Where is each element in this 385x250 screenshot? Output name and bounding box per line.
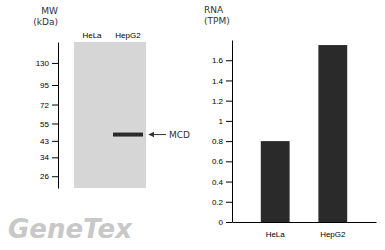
tick: 130 bbox=[36, 59, 58, 68]
tick-label: 95 bbox=[40, 81, 49, 90]
tick: HeLa bbox=[82, 31, 102, 40]
tick: 1.4 bbox=[212, 77, 232, 86]
tick-label: 55 bbox=[40, 120, 49, 129]
tick-label: 0 bbox=[219, 218, 224, 227]
tick: HepG2 bbox=[115, 31, 141, 40]
y-axis: 0 0.2 0.4 0.6 0.8 1 1.2 1.4 1.6 bbox=[212, 41, 233, 228]
x-axis: HeLa HepG2 bbox=[233, 223, 377, 239]
tick-mark bbox=[52, 176, 58, 177]
tick-mark bbox=[52, 123, 58, 124]
tick-mark bbox=[226, 121, 232, 122]
tick: 0.8 bbox=[212, 137, 232, 146]
tick-label: 1 bbox=[219, 117, 224, 126]
gel bbox=[74, 42, 146, 188]
tick-label: 0.4 bbox=[212, 178, 224, 187]
band bbox=[113, 133, 143, 137]
tick: 43 bbox=[40, 137, 58, 146]
tick: 55 bbox=[40, 120, 58, 129]
tick: 1.6 bbox=[212, 56, 232, 65]
tick-mark bbox=[226, 60, 232, 61]
blot-panel: 130 95 72 55 43 34 26 HeLa HepG2 MW(kDa) MCD bbox=[33, 6, 190, 189]
tick-mark bbox=[226, 222, 232, 223]
axis-line bbox=[58, 43, 59, 189]
tick: HeLa bbox=[266, 230, 286, 239]
tick: 95 bbox=[40, 81, 58, 90]
y-axis: 130 95 72 55 43 34 26 bbox=[36, 43, 59, 189]
category-label: HeLa bbox=[82, 31, 102, 40]
tick-mark bbox=[226, 161, 232, 162]
tick-mark bbox=[52, 105, 58, 106]
tick-mark bbox=[226, 141, 232, 142]
y-axis-title-line: RNA bbox=[204, 5, 224, 15]
bands bbox=[113, 133, 143, 137]
lane-axis: HeLa HepG2 bbox=[82, 31, 141, 40]
tick: 34 bbox=[40, 153, 58, 162]
tick-label: 130 bbox=[36, 59, 50, 68]
tick-label: 26 bbox=[40, 172, 49, 181]
bars bbox=[261, 45, 347, 222]
category-label: HepG2 bbox=[115, 31, 141, 40]
tick-mark bbox=[226, 182, 232, 183]
tick-label: 1.6 bbox=[212, 56, 224, 65]
tick-label: 43 bbox=[40, 137, 49, 146]
tick: 0 bbox=[219, 218, 232, 227]
tick-label: 72 bbox=[40, 101, 49, 110]
tick-mark bbox=[226, 202, 232, 203]
figure: 130 95 72 55 43 34 26 HeLa HepG2 MW(kDa) MCD GeneTe… bbox=[0, 0, 385, 250]
tick: 0.4 bbox=[212, 178, 232, 187]
axis-line bbox=[233, 222, 377, 223]
tick-mark bbox=[52, 141, 58, 142]
y-axis-title-line: (kDa) bbox=[33, 17, 58, 27]
bar-panel: 0 0.2 0.4 0.6 0.8 1 1.2 1.4 1.6 HeLa HepG2 RNA(TPM) bbox=[204, 5, 377, 239]
tick-label: 0.6 bbox=[212, 157, 224, 166]
y-axis-title-line: MW bbox=[41, 6, 58, 16]
tick: 0.2 bbox=[212, 198, 232, 207]
tick-mark bbox=[226, 101, 232, 102]
tick: 1.2 bbox=[212, 97, 232, 106]
annotation-arrow bbox=[149, 134, 166, 135]
tick-label: 34 bbox=[40, 153, 49, 162]
bar bbox=[318, 45, 347, 222]
y-axis-title: RNA(TPM) bbox=[204, 5, 230, 26]
tick-mark bbox=[52, 157, 58, 158]
category-label: HeLa bbox=[266, 230, 286, 239]
annotation: MCD bbox=[169, 130, 190, 140]
axis-line bbox=[232, 41, 233, 223]
tick: 72 bbox=[40, 101, 58, 110]
tick: 26 bbox=[40, 172, 58, 181]
tick-label: 0.2 bbox=[212, 198, 224, 207]
tick-mark bbox=[52, 85, 58, 86]
tick-label: 1.4 bbox=[212, 77, 224, 86]
tick: 0.6 bbox=[212, 157, 232, 166]
tick-mark bbox=[226, 80, 232, 81]
y-axis-title: MW(kDa) bbox=[33, 6, 58, 27]
category-label: HepG2 bbox=[320, 230, 346, 239]
tick-label: 1.2 bbox=[212, 97, 224, 106]
y-axis-title-line: (TPM) bbox=[204, 16, 230, 26]
bar bbox=[261, 141, 290, 222]
tick-mark bbox=[52, 63, 58, 64]
tick: HepG2 bbox=[320, 230, 346, 239]
watermark: GeneTex bbox=[8, 214, 133, 244]
tick: 1 bbox=[219, 117, 232, 126]
tick-label: 0.8 bbox=[212, 137, 224, 146]
